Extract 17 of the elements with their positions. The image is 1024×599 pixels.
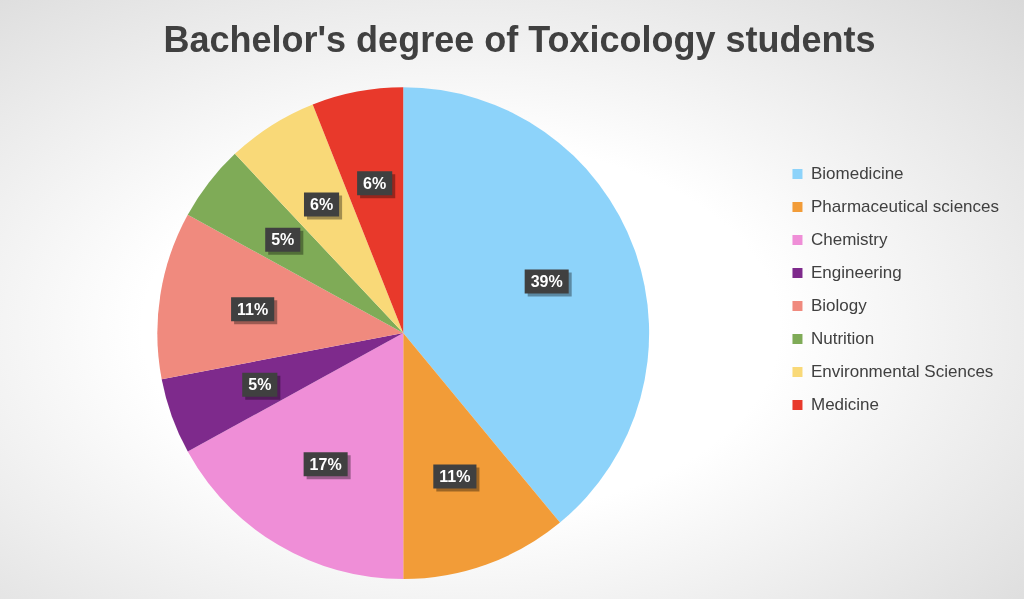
data-label: 6% — [309, 195, 334, 213]
data-label: 5% — [248, 376, 272, 394]
chart-title: Bachelor's degree of Toxicology students — [163, 18, 876, 60]
legend-label: Biology — [810, 295, 868, 315]
legend-label: Chemistry — [810, 229, 888, 249]
legend-label: Engineering — [810, 262, 902, 282]
data-label: 5% — [271, 231, 295, 249]
data-label: 17% — [309, 455, 342, 473]
legend-label: Pharmaceutical sciences — [810, 196, 999, 216]
data-label: 6% — [363, 174, 387, 192]
legend-label: Environmental Sciences — [810, 361, 994, 381]
legend-label: Medicine — [810, 394, 880, 414]
legend-label: Biomedicine — [810, 163, 904, 183]
legend-label: Nutrition — [810, 328, 875, 348]
data-label: 39% — [530, 272, 563, 290]
data-label: 11% — [439, 467, 471, 485]
data-label: 11% — [237, 300, 269, 318]
